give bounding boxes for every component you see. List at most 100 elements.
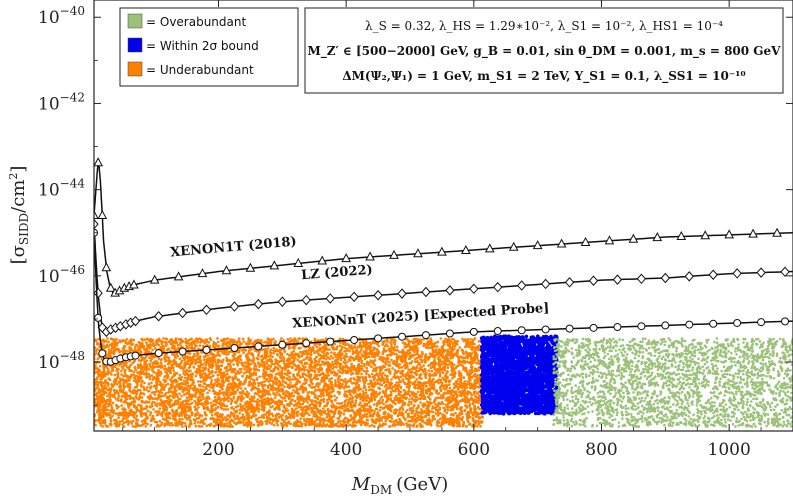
scatter-point — [436, 345, 439, 348]
scatter-point — [236, 388, 239, 392]
scatter-point — [408, 398, 411, 401]
scatter-point — [243, 380, 246, 384]
scatter-point — [372, 362, 376, 366]
scatter-point — [441, 376, 445, 380]
scatter-point — [153, 360, 156, 364]
scatter-point — [469, 379, 472, 382]
scatter-point — [376, 411, 380, 414]
scatter-point — [190, 410, 193, 414]
scatter-point — [362, 392, 366, 396]
scatter-point — [124, 349, 127, 353]
scatter-point — [211, 374, 215, 377]
scatter-point — [455, 365, 459, 368]
scatter-point — [435, 423, 439, 426]
scatter-point — [428, 377, 432, 380]
scatter-point — [149, 346, 152, 350]
scatter-point — [132, 403, 136, 406]
scatter-point — [109, 388, 113, 391]
scatter-point — [115, 389, 118, 392]
scatter-point — [292, 350, 296, 353]
scatter-point — [287, 361, 290, 364]
scatter-point — [272, 381, 275, 385]
scatter-point — [299, 417, 303, 421]
scatter-point — [266, 347, 270, 350]
scatter-point — [348, 419, 351, 423]
scatter-point — [438, 402, 442, 406]
scatter-point — [473, 342, 476, 346]
scatter-point — [349, 368, 353, 372]
scatter-point — [459, 355, 462, 358]
scatter-point — [468, 415, 472, 419]
scatter-point — [437, 357, 440, 361]
scatter-point — [329, 382, 333, 385]
scatter-point — [106, 337, 109, 340]
scatter-point — [346, 367, 350, 370]
scatter-point — [239, 358, 243, 362]
scatter-point — [475, 381, 479, 385]
scatter-point — [163, 356, 166, 360]
scatter-point — [395, 355, 399, 359]
scatter-point — [96, 357, 99, 361]
scatter-point — [131, 419, 135, 423]
scatter-point — [383, 394, 387, 398]
scatter-point — [344, 352, 348, 356]
scatter-point — [219, 422, 223, 426]
scatter-point — [102, 401, 105, 404]
scatter-point — [396, 414, 400, 418]
scatter-point — [235, 422, 238, 425]
scatter-point — [256, 398, 260, 401]
scatter-point — [158, 407, 162, 410]
scatter-point — [458, 346, 462, 349]
scatter-point — [388, 425, 392, 428]
scatter-point — [158, 424, 162, 428]
scatter-point — [393, 412, 397, 415]
scatter-point — [362, 362, 366, 366]
scatter-point — [326, 351, 329, 355]
scatter-point — [194, 389, 198, 392]
scatter-point — [292, 388, 295, 392]
scatter-point — [231, 388, 234, 392]
scatter-point — [120, 404, 123, 407]
scatter-point — [129, 397, 132, 401]
scatter-point — [363, 370, 366, 373]
scatter-point — [178, 373, 182, 377]
scatter-point — [362, 407, 366, 410]
scatter-point — [184, 370, 188, 373]
scatter-point — [415, 410, 418, 413]
scatter-point — [282, 348, 286, 352]
scatter-point — [404, 360, 407, 364]
scatter-point — [302, 408, 305, 412]
scatter-point — [295, 407, 298, 410]
scatter-point — [180, 394, 183, 398]
scatter-point — [235, 358, 238, 361]
scatter-point — [290, 402, 293, 406]
scatter-point — [149, 359, 153, 363]
scatter-point — [376, 374, 380, 378]
scatter-point — [414, 357, 417, 361]
scatter-point — [293, 399, 297, 403]
scatter-point — [322, 407, 325, 410]
scatter-point — [468, 403, 472, 406]
scatter-point — [236, 378, 239, 382]
scatter-point — [128, 386, 132, 390]
scatter-point — [210, 413, 214, 417]
scatter-point — [112, 418, 116, 422]
scatter-point — [174, 356, 178, 360]
scatter-point — [380, 424, 384, 428]
scatter-point — [433, 371, 437, 375]
scatter-point — [181, 355, 184, 359]
scatter-point — [381, 407, 384, 410]
scatter-point — [303, 419, 306, 423]
scatter-point — [232, 363, 235, 366]
scatter-point — [196, 411, 200, 414]
scatter-point — [449, 357, 452, 360]
scatter-point — [238, 361, 241, 364]
scatter-point — [243, 361, 247, 364]
scatter-point — [448, 405, 452, 409]
scatter-point — [194, 424, 198, 428]
scatter-point — [107, 404, 110, 408]
scatter-point — [350, 389, 354, 393]
scatter-point — [322, 410, 326, 414]
scatter-point — [453, 370, 456, 374]
scatter-point — [412, 409, 415, 412]
